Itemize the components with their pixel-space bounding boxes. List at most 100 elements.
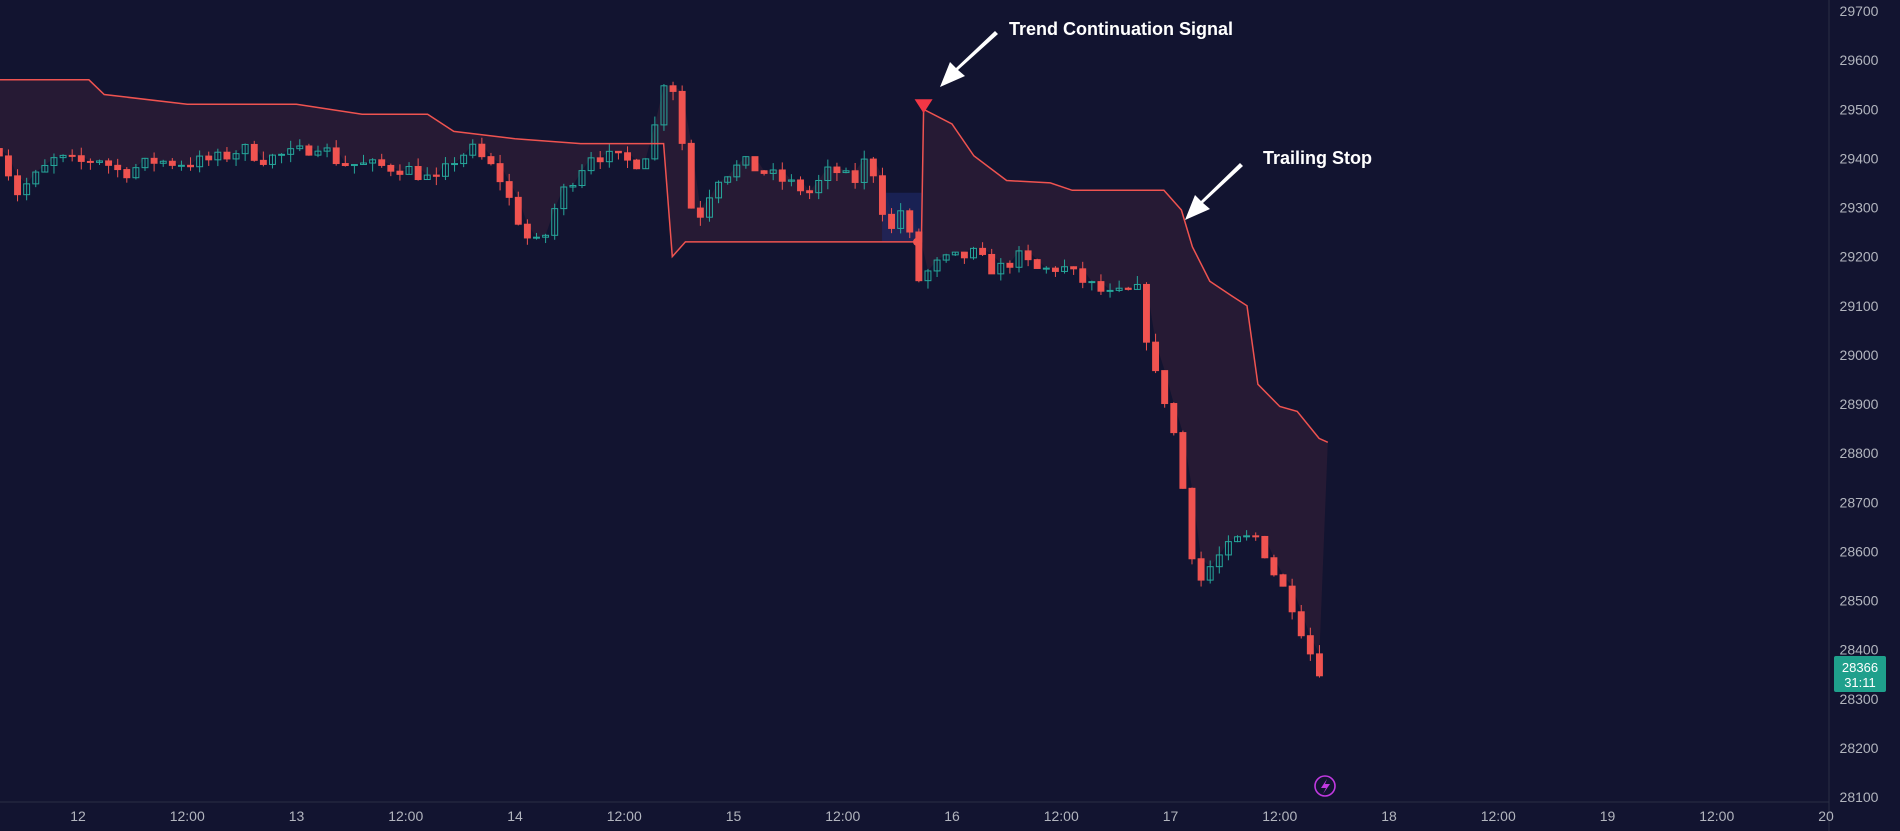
candle-body: [1024, 250, 1032, 261]
candle-body: [596, 157, 604, 163]
y-tick-label: 29700: [1840, 3, 1879, 19]
x-tick-label: 19: [1600, 808, 1616, 824]
candle-body: [678, 90, 686, 144]
candle-body: [1006, 262, 1014, 268]
candle-body: [1061, 266, 1068, 272]
candle-body: [296, 145, 304, 150]
candle-body: [1133, 283, 1141, 290]
candle-body: [232, 153, 240, 160]
candle-body: [860, 158, 868, 183]
candle-body: [933, 259, 941, 272]
candle-body: [1215, 554, 1223, 568]
candle-body: [478, 143, 486, 158]
candle-body: [533, 236, 540, 239]
candle-body: [50, 157, 58, 166]
y-tick-label: 29200: [1840, 249, 1879, 265]
candle-body: [150, 157, 158, 164]
candle-body: [378, 159, 386, 166]
annotation-trailing-stop: Trailing Stop: [1185, 148, 1372, 220]
x-tick-label: 16: [944, 808, 960, 824]
candle-body: [669, 85, 677, 92]
candle-body: [1270, 557, 1278, 576]
candle-body: [778, 169, 786, 182]
candle-body: [341, 163, 349, 167]
candle-body: [1070, 266, 1078, 270]
candle-body: [259, 159, 267, 165]
y-tick-label: 28100: [1840, 789, 1879, 805]
candle-body: [141, 157, 149, 169]
candle-body: [842, 170, 850, 174]
candle-body: [715, 181, 723, 199]
candle-body: [906, 210, 914, 233]
candle-body: [970, 247, 977, 259]
candle-body: [14, 175, 22, 196]
candle-body: [77, 155, 85, 162]
candle-body: [979, 247, 987, 255]
stop-trigger-dot: [913, 237, 922, 246]
candle-body: [1033, 259, 1041, 269]
x-tick-label: 12: [70, 808, 86, 824]
candle-body: [96, 160, 103, 163]
candle-body: [915, 231, 923, 282]
candle-body: [1261, 535, 1269, 559]
candle-body: [441, 163, 449, 177]
candle-body: [560, 186, 568, 210]
y-tick-label: 29300: [1840, 200, 1879, 216]
candle-body: [797, 179, 804, 192]
candle-body: [1097, 281, 1105, 292]
candle-body: [1297, 611, 1305, 637]
annotation-trend-signal: Trend Continuation Signal: [940, 19, 1233, 87]
x-tick-label: 18: [1381, 808, 1397, 824]
candle-body: [369, 159, 377, 164]
candle-body: [1234, 536, 1241, 543]
y-tick-label: 28400: [1840, 642, 1879, 658]
signal-triangle-marker: [914, 99, 933, 114]
candle-body: [1152, 341, 1160, 372]
candle-body: [132, 167, 140, 179]
candle-body: [1161, 370, 1169, 405]
candle-body: [187, 164, 194, 168]
arrow-icon: [1185, 163, 1243, 220]
candle-body: [1315, 653, 1323, 677]
candle-body: [32, 171, 40, 185]
candle-body: [696, 207, 704, 218]
last-price-badge: 28366 31:11: [1834, 656, 1886, 692]
candle-body: [86, 160, 94, 163]
candle-body: [23, 183, 31, 196]
candle-body: [278, 153, 286, 156]
candle-body: [1179, 432, 1187, 489]
price-axis[interactable]: 29700 29600 29500 29400 29300 29200 29100 29000…: [1840, 3, 1879, 805]
candle-body: [806, 190, 814, 194]
x-tick-label: 12:00: [825, 808, 860, 824]
x-tick-label: 13: [289, 808, 305, 824]
candle-body: [314, 150, 322, 156]
candle-body: [460, 154, 468, 165]
candle-body: [196, 155, 204, 168]
candle-body: [1124, 287, 1132, 290]
candle-body: [423, 174, 431, 181]
candle-body: [888, 213, 896, 229]
candle-body: [1143, 283, 1150, 343]
x-tick-label: 15: [726, 808, 742, 824]
x-tick-label: 12:00: [388, 808, 423, 824]
candle-body: [1243, 535, 1251, 538]
candle-body: [114, 164, 122, 171]
y-tick-label: 28700: [1840, 494, 1879, 510]
candle-body: [451, 163, 459, 166]
arrow-icon: [940, 31, 998, 87]
time-axis[interactable]: 12 12:00 13 12:00 14 12:00 15 12:00 16 12:00 17 12:…: [70, 808, 1834, 824]
y-tick-label: 28200: [1840, 740, 1879, 756]
candle-body: [1042, 267, 1050, 270]
candle-body: [587, 157, 595, 172]
candle-body: [1051, 267, 1059, 272]
flash-icon[interactable]: [1314, 775, 1336, 797]
candle-body: [1106, 289, 1114, 292]
x-tick-label: 12:00: [1699, 808, 1734, 824]
candle-body: [642, 158, 650, 170]
candle-body: [614, 150, 622, 154]
x-tick-label: 12:00: [1481, 808, 1516, 824]
candle-body: [1115, 287, 1123, 291]
candle-body: [469, 143, 477, 156]
candle-body: [1197, 558, 1205, 581]
